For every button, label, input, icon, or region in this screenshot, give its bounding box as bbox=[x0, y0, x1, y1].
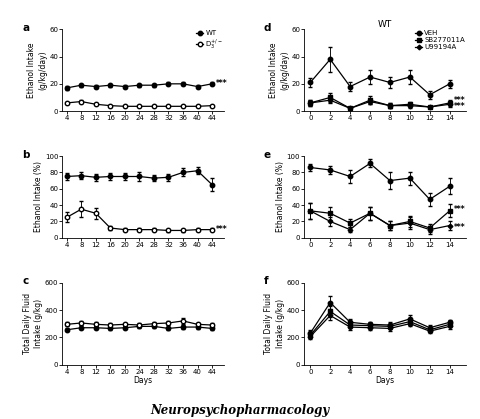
Text: ***: *** bbox=[454, 102, 465, 111]
Text: ***: *** bbox=[454, 222, 465, 232]
Y-axis label: Total Daily Fluid
Intake (g/kg): Total Daily Fluid Intake (g/kg) bbox=[264, 293, 285, 354]
Text: Neuropsychopharmacology: Neuropsychopharmacology bbox=[150, 404, 330, 417]
Legend: WT, $\mathregular{D_3^{+/-}}$: WT, $\mathregular{D_3^{+/-}}$ bbox=[196, 30, 223, 51]
Y-axis label: Ethanol Intake
(g/kg/day): Ethanol Intake (g/kg/day) bbox=[27, 42, 47, 98]
Text: d: d bbox=[264, 23, 272, 33]
Text: ***: *** bbox=[216, 79, 228, 88]
Text: ***: *** bbox=[454, 205, 465, 214]
Y-axis label: Ethanol Intake (%): Ethanol Intake (%) bbox=[34, 161, 43, 233]
X-axis label: Days: Days bbox=[133, 376, 153, 385]
Text: a: a bbox=[22, 23, 29, 33]
Title: WT: WT bbox=[378, 20, 392, 28]
Text: c: c bbox=[22, 276, 28, 286]
Y-axis label: Total Daily Fluid
Intake (g/kg): Total Daily Fluid Intake (g/kg) bbox=[23, 293, 43, 354]
Legend: VEH, SB277011A, U99194A: VEH, SB277011A, U99194A bbox=[415, 30, 465, 50]
Y-axis label: Ethanol Intake (%): Ethanol Intake (%) bbox=[276, 161, 285, 233]
Text: e: e bbox=[264, 150, 271, 160]
X-axis label: Days: Days bbox=[375, 376, 395, 385]
Y-axis label: Ethanol Intake
(g/kg/day): Ethanol Intake (g/kg/day) bbox=[269, 42, 289, 98]
Text: b: b bbox=[22, 150, 30, 160]
Text: f: f bbox=[264, 276, 269, 286]
Text: ***: *** bbox=[454, 96, 465, 105]
Text: ***: *** bbox=[216, 225, 228, 234]
